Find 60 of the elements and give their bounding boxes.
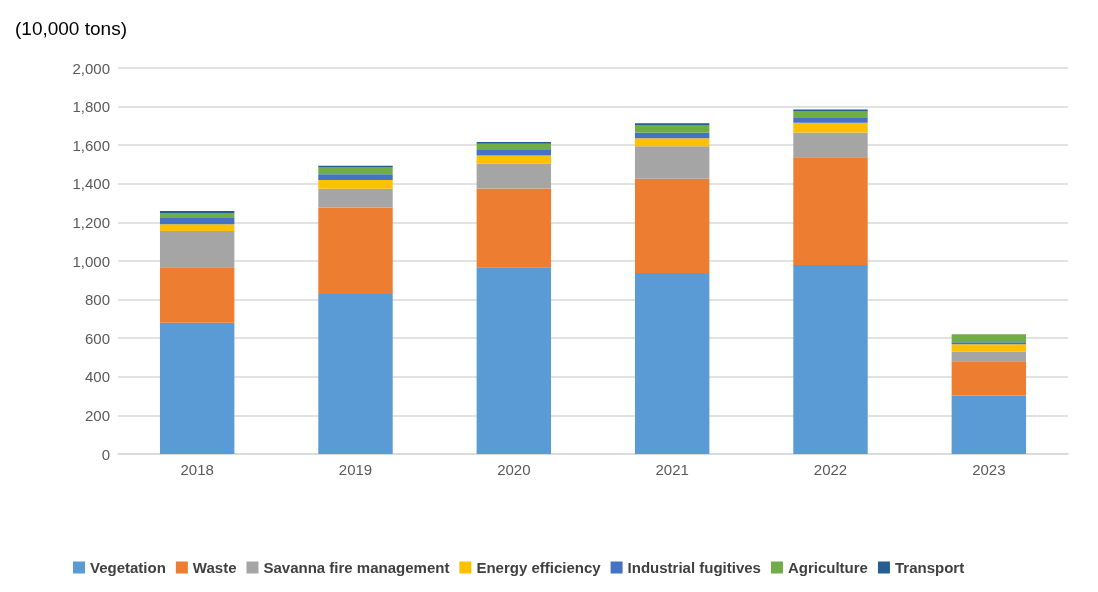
- bar: [159, 267, 235, 323]
- y-tick-label: 1,000: [72, 252, 110, 270]
- legend-label: Energy efficiency: [476, 559, 602, 576]
- bar: [634, 272, 710, 454]
- y-tick-label: 200: [84, 406, 110, 424]
- y-tick-label: 1,400: [72, 175, 110, 193]
- bar: [159, 230, 235, 268]
- x-tick-label: 2019: [338, 461, 373, 478]
- y-tick-label: 1,200: [72, 213, 110, 231]
- x-tick-label: 2018: [180, 461, 214, 478]
- bar: [793, 265, 868, 454]
- bar: [951, 351, 1027, 362]
- bar: [951, 395, 1027, 454]
- x-tick-label: 2021: [655, 461, 689, 478]
- bar: [476, 155, 552, 164]
- bar: [793, 117, 868, 123]
- bar: [318, 207, 393, 294]
- y-tick-label: 400: [84, 368, 110, 386]
- bar: [159, 212, 235, 218]
- y-axis-title: (10,000 tons): [15, 18, 127, 39]
- y-tick-label: 600: [84, 329, 110, 347]
- legend-label: Waste: [192, 559, 237, 576]
- bar: [476, 188, 552, 268]
- x-tick-label: 2023: [972, 461, 1006, 478]
- bar: [318, 188, 393, 208]
- bar: [793, 111, 868, 118]
- y-tick-label: 1,800: [72, 98, 110, 116]
- bar: [159, 224, 235, 231]
- bar: [476, 267, 552, 454]
- bar: [793, 122, 868, 133]
- bar: [634, 124, 710, 133]
- y-tick-label: 800: [84, 291, 110, 309]
- bar: [951, 361, 1027, 396]
- bar: [476, 150, 552, 156]
- bar: [318, 179, 393, 189]
- y-tick-label: 2,000: [72, 59, 110, 77]
- bar: [476, 143, 552, 151]
- legend-label: Agriculture: [787, 559, 868, 576]
- bar: [634, 178, 710, 273]
- bar: [159, 322, 235, 454]
- legend-label: Vegetation: [90, 559, 166, 576]
- legend-label: Transport: [894, 559, 965, 576]
- bar: [634, 138, 710, 147]
- bar: [793, 132, 868, 158]
- bar: [318, 174, 393, 180]
- bar: [634, 146, 710, 179]
- legend-label: Industrial fugitives: [627, 559, 761, 576]
- bar: [159, 217, 235, 225]
- x-tick-label: 2022: [813, 461, 848, 478]
- bar: [318, 167, 393, 175]
- legend-label: Savanna fire management: [263, 559, 450, 576]
- bar: [951, 334, 1027, 343]
- x-tick-label: 2020: [497, 461, 531, 478]
- bar: [793, 157, 868, 266]
- bar: [318, 294, 393, 454]
- y-tick-label: 0: [101, 445, 110, 463]
- bar: [634, 132, 710, 139]
- bar: [476, 163, 552, 189]
- bar: [951, 344, 1027, 352]
- y-tick-label: 1,600: [72, 136, 110, 154]
